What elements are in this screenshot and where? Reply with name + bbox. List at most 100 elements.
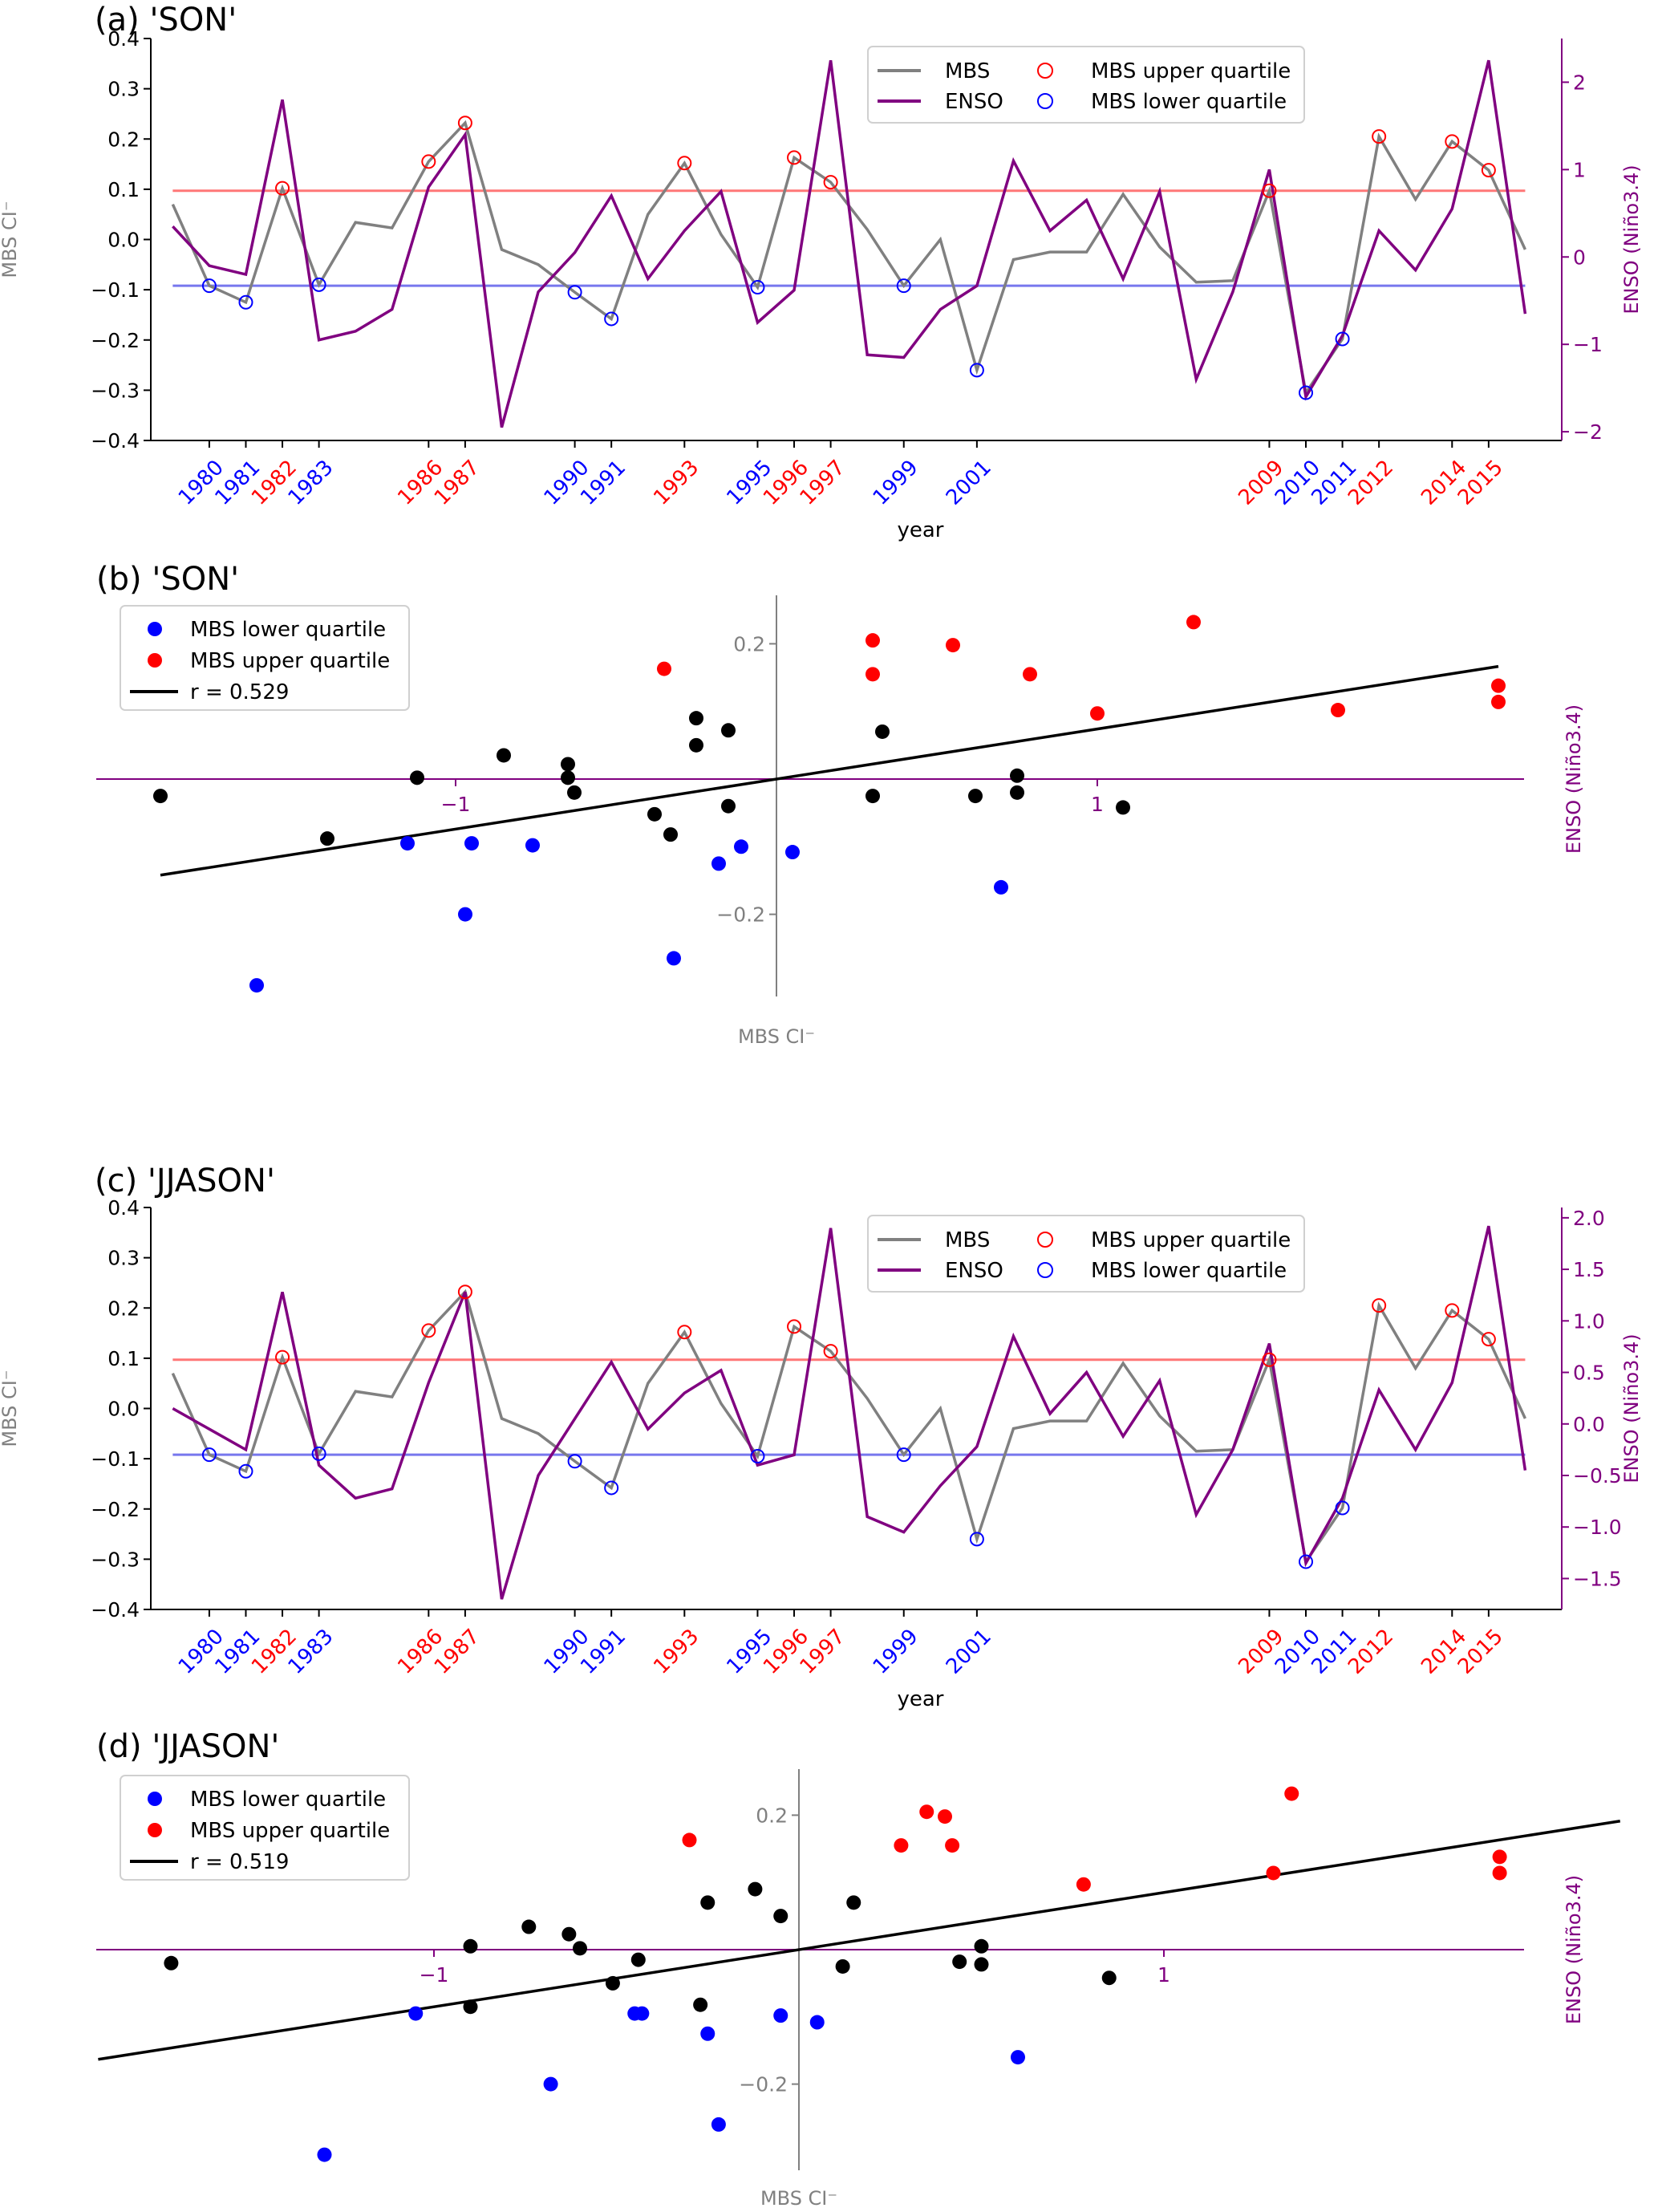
y-tick-label: 0.1 xyxy=(107,178,140,201)
neutral-point xyxy=(630,1952,646,1967)
legend-swatch xyxy=(1037,1232,1053,1248)
x-tick-label: 2001 xyxy=(942,456,996,510)
lower-quartile-marker xyxy=(750,279,765,294)
lower-quartile-marker xyxy=(311,1446,326,1461)
neutral-point xyxy=(663,827,678,842)
regression-line xyxy=(160,664,1499,877)
upper-quartile-point xyxy=(865,667,880,682)
upper-quartile-marker xyxy=(421,154,436,169)
lower-quartile-point xyxy=(525,838,540,853)
y-axis-label: MBS CI⁻ xyxy=(0,201,21,278)
lower-quartile-point xyxy=(634,2006,650,2021)
x-tick-label: 1993 xyxy=(649,456,703,510)
lower-quartile-marker xyxy=(896,278,911,294)
y2-tick-label: −2 xyxy=(1573,420,1603,444)
neutral-point xyxy=(689,737,703,753)
upper-quartile-point xyxy=(865,633,880,648)
panel-b: (b) 'SON' −1 1 −0.2 0.2 MBS CI⁻ ENSO (Niño3.4)… xyxy=(96,561,1585,1048)
upper-quartile-point xyxy=(1492,1865,1507,1881)
neutral-point xyxy=(410,770,424,785)
y-tick-label: −0.2 xyxy=(91,329,140,352)
y2-tick-label: −1 xyxy=(1573,333,1603,356)
y2-tick-label: −1.5 xyxy=(1573,1567,1622,1590)
lower-quartile-point xyxy=(667,951,681,966)
lower-quartile-point xyxy=(711,856,726,871)
lower-quartile-marker xyxy=(1335,331,1350,347)
lower-quartile-point xyxy=(543,2076,558,2092)
x-tick-label: 1999 xyxy=(869,1625,923,1679)
y-tick-label: −0.1 xyxy=(91,1447,140,1471)
y2-tick-label: 1 xyxy=(1573,158,1586,181)
lower-quartile-point xyxy=(711,2117,726,2132)
neutral-point xyxy=(721,798,736,814)
y-tick-label: −0.2 xyxy=(91,1498,140,1521)
upper-quartile-point xyxy=(1492,1849,1507,1865)
y-tick-label: −0.2 xyxy=(716,903,765,927)
legend-swatch xyxy=(1037,63,1053,79)
upper-quartile-point xyxy=(1023,667,1037,682)
y-tick-label: −0.3 xyxy=(91,379,140,402)
neutral-point xyxy=(164,1955,179,1971)
neutral-point xyxy=(846,1895,861,1910)
neutral-point xyxy=(320,831,334,846)
x-axis-label: ENSO (Niño3.4) xyxy=(1563,704,1585,854)
legend-label: MBS upper quartile xyxy=(1091,1228,1291,1252)
upper-quartile-marker xyxy=(787,150,802,165)
y2-tick-label: 0 xyxy=(1573,246,1586,269)
legend-swatch xyxy=(1037,1262,1053,1278)
y-tick-label: 0.0 xyxy=(107,229,140,252)
neutral-point xyxy=(1116,800,1130,815)
upper-quartile-marker xyxy=(457,116,472,131)
legend-box xyxy=(867,46,1305,124)
upper-quartile-marker xyxy=(1445,1303,1460,1318)
legend-label: MBS lower quartile xyxy=(190,1788,386,1812)
panel-title: (a) 'SON' xyxy=(95,2,237,39)
neutral-point xyxy=(974,1938,989,1954)
upper-quartile-point xyxy=(946,638,960,653)
lower-quartile-marker xyxy=(201,1447,217,1463)
upper-quartile-marker xyxy=(823,175,838,190)
y-axis-label: MBS CI⁻ xyxy=(760,2187,837,2210)
upper-quartile-marker xyxy=(677,156,692,171)
neutral-point xyxy=(1010,768,1024,783)
y2-tick-label: −1.0 xyxy=(1573,1516,1622,1539)
x-tick-label: −1 xyxy=(441,793,471,816)
upper-quartile-marker xyxy=(275,181,290,196)
enso-line xyxy=(172,59,1527,428)
upper-quartile-marker xyxy=(1481,163,1496,178)
lower-quartile-point xyxy=(700,2026,715,2041)
y-tick-label: 0.3 xyxy=(107,1247,140,1270)
y-axis-label: MBS CI⁻ xyxy=(738,1025,815,1048)
lower-quartile-marker xyxy=(567,1454,582,1469)
neutral-point xyxy=(153,789,168,804)
legend-swatch xyxy=(148,622,162,636)
upper-quartile-point xyxy=(919,1804,934,1820)
lower-quartile-point xyxy=(994,879,1008,895)
panel-title: (b) 'SON' xyxy=(96,561,239,598)
y-tick-label: −0.4 xyxy=(91,1598,140,1621)
lower-quartile-marker xyxy=(1299,385,1314,400)
neutral-point xyxy=(865,789,880,804)
neutral-point xyxy=(974,1957,989,1972)
lower-quartile-marker xyxy=(1335,1500,1350,1516)
lower-quartile-point xyxy=(785,845,800,860)
legend-swatch xyxy=(148,1792,162,1806)
neutral-point xyxy=(689,711,703,726)
lower-quartile-marker xyxy=(750,1448,765,1463)
y2-tick-label: 0.0 xyxy=(1573,1413,1605,1436)
neutral-point xyxy=(573,1941,587,1956)
y-tick-label: 0.2 xyxy=(756,1804,788,1827)
enso-line xyxy=(172,1225,1527,1600)
legend-box xyxy=(867,1215,1305,1293)
x-tick-label: −1 xyxy=(420,1963,449,1987)
upper-quartile-marker xyxy=(823,1344,838,1359)
upper-quartile-point xyxy=(1090,706,1105,721)
upper-quartile-point xyxy=(1491,694,1506,709)
upper-quartile-marker xyxy=(275,1350,290,1365)
y-axis-label: MBS CI⁻ xyxy=(0,1370,21,1447)
lower-quartile-point xyxy=(317,2147,332,2162)
y-tick-label: −0.2 xyxy=(739,2073,788,2096)
lower-quartile-marker xyxy=(1299,1554,1314,1569)
x-tick-label: 1999 xyxy=(869,456,923,510)
lower-quartile-marker xyxy=(201,278,217,294)
